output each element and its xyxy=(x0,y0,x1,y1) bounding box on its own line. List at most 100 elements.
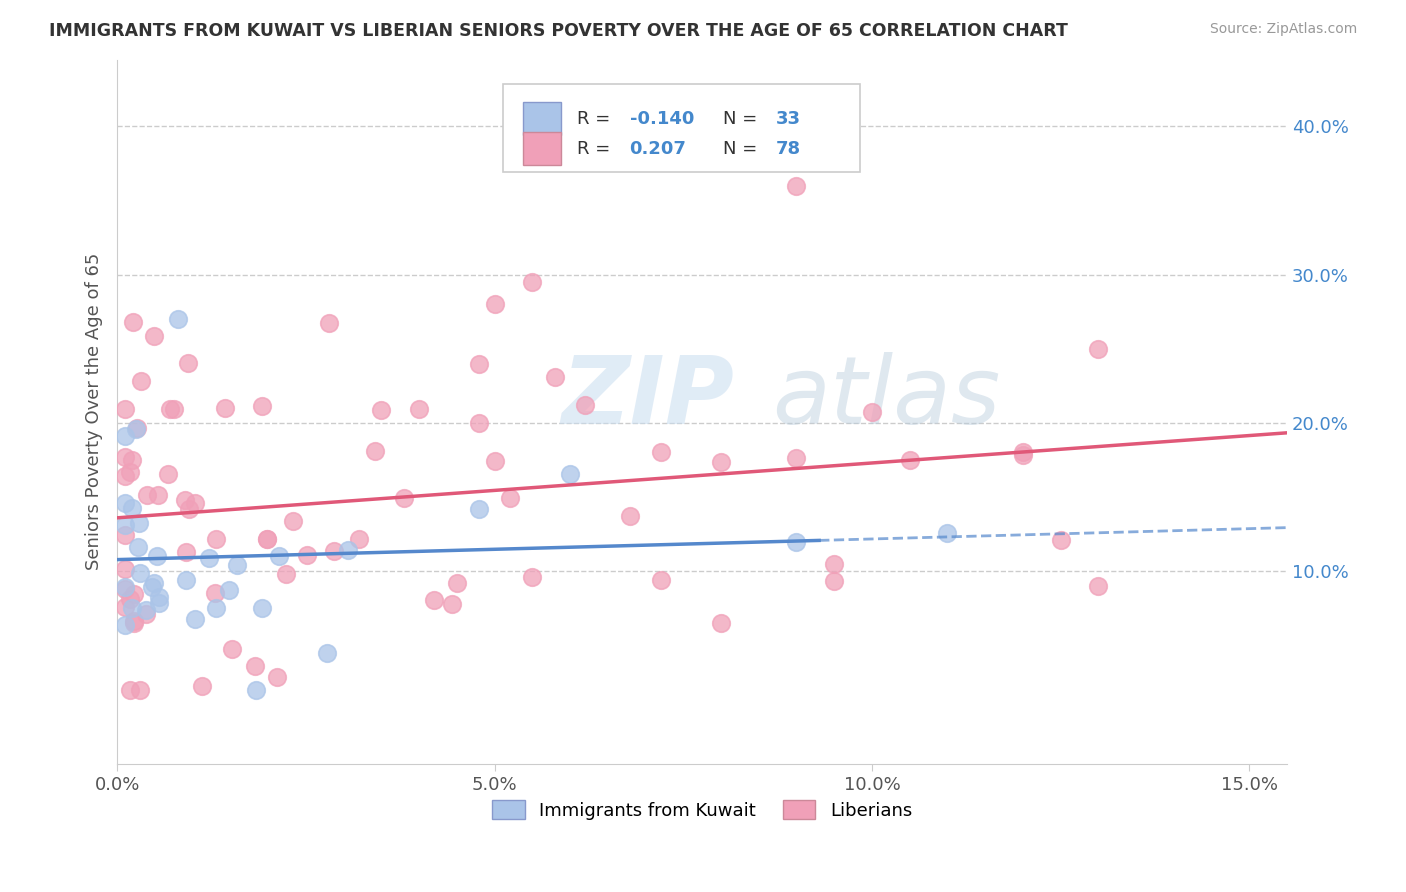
Point xyxy=(183,496,205,510)
Point xyxy=(122,315,145,329)
Text: R =: R = xyxy=(576,110,616,128)
Point xyxy=(135,602,157,616)
Point xyxy=(785,178,807,193)
Text: 33: 33 xyxy=(776,110,801,128)
Point xyxy=(347,532,370,546)
Point xyxy=(1012,449,1035,463)
Point xyxy=(423,593,446,607)
Text: N =: N = xyxy=(723,110,763,128)
FancyBboxPatch shape xyxy=(523,102,561,136)
Point xyxy=(114,582,136,596)
Point xyxy=(114,561,136,575)
Point xyxy=(267,549,290,563)
Point xyxy=(226,558,249,573)
Point xyxy=(468,357,491,371)
Point xyxy=(120,465,142,479)
Point xyxy=(250,399,273,413)
Point xyxy=(245,659,267,673)
Point xyxy=(484,454,506,468)
Point xyxy=(129,682,152,697)
Point xyxy=(408,401,430,416)
Point xyxy=(114,468,136,483)
Point xyxy=(650,445,672,459)
Point xyxy=(128,516,150,530)
Point xyxy=(785,451,807,466)
Point xyxy=(823,574,845,589)
Point xyxy=(318,316,340,330)
Point xyxy=(440,597,463,611)
Point xyxy=(177,356,200,370)
Text: atlas: atlas xyxy=(772,352,1001,443)
Point xyxy=(256,532,278,546)
Text: N =: N = xyxy=(723,139,763,158)
Point xyxy=(191,680,214,694)
Point xyxy=(121,500,143,515)
Text: R =: R = xyxy=(576,139,616,158)
Text: 0.207: 0.207 xyxy=(630,139,686,158)
Point xyxy=(1012,445,1035,459)
FancyBboxPatch shape xyxy=(503,84,860,172)
Point xyxy=(114,495,136,509)
Point xyxy=(174,573,197,587)
Point xyxy=(214,401,236,415)
Point xyxy=(166,312,188,326)
Point xyxy=(710,615,733,630)
Point xyxy=(142,328,165,343)
Point xyxy=(364,444,387,458)
Point xyxy=(204,585,226,599)
Point xyxy=(120,591,142,606)
Point xyxy=(197,551,219,566)
Text: -0.140: -0.140 xyxy=(630,110,695,128)
Point xyxy=(148,596,170,610)
Point xyxy=(266,670,288,684)
Point xyxy=(650,573,672,587)
Text: ZIP: ZIP xyxy=(562,351,734,443)
Point xyxy=(936,526,959,541)
Point xyxy=(173,493,195,508)
Point xyxy=(114,402,136,417)
Point xyxy=(522,570,544,584)
Point xyxy=(127,541,149,555)
Point xyxy=(146,488,169,502)
Point xyxy=(221,641,243,656)
Point xyxy=(468,501,491,516)
Point xyxy=(156,467,179,482)
Point xyxy=(142,576,165,591)
Point xyxy=(114,600,136,615)
Point xyxy=(125,422,148,436)
Point xyxy=(860,405,883,419)
Text: 78: 78 xyxy=(776,139,801,158)
Point xyxy=(522,275,544,289)
Point xyxy=(121,601,143,615)
Point xyxy=(276,566,298,581)
Text: Source: ZipAtlas.com: Source: ZipAtlas.com xyxy=(1209,22,1357,37)
Point xyxy=(135,607,157,622)
Point xyxy=(114,450,136,465)
Point xyxy=(544,369,567,384)
Point xyxy=(283,514,305,528)
Point xyxy=(315,646,337,660)
Point xyxy=(114,429,136,443)
Point xyxy=(122,615,145,630)
Point xyxy=(823,557,845,571)
Legend: Immigrants from Kuwait, Liberians: Immigrants from Kuwait, Liberians xyxy=(486,795,918,825)
Point xyxy=(336,542,359,557)
Point xyxy=(128,566,150,580)
Point xyxy=(114,528,136,542)
Point xyxy=(114,580,136,594)
Point xyxy=(127,421,149,435)
Point xyxy=(256,533,278,547)
Point xyxy=(141,580,163,594)
Point xyxy=(785,534,807,549)
Point xyxy=(252,601,274,615)
Point xyxy=(121,453,143,467)
Point xyxy=(184,612,207,626)
Point xyxy=(145,549,167,563)
Point xyxy=(484,297,506,311)
Point xyxy=(148,590,170,604)
FancyBboxPatch shape xyxy=(523,132,561,165)
Point xyxy=(619,509,641,524)
Point xyxy=(245,682,267,697)
Y-axis label: Seniors Poverty Over the Age of 65: Seniors Poverty Over the Age of 65 xyxy=(86,253,103,570)
Point xyxy=(118,682,141,697)
